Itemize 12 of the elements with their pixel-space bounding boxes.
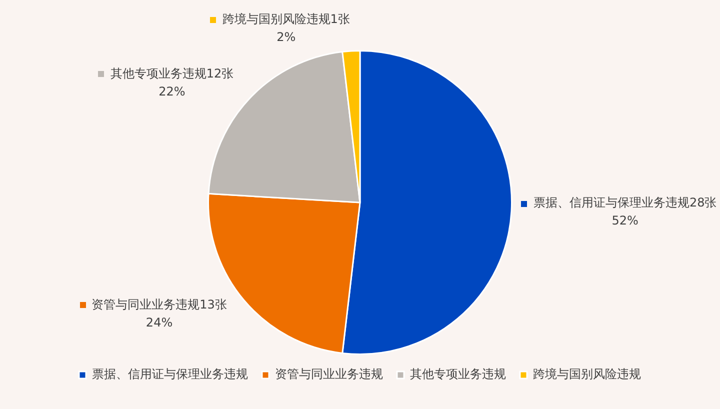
text: 24% [146,315,173,330]
category-label: 其他专项业务违规12张 [110,66,234,80]
legend-label: 其他专项业务违规 [410,367,506,382]
legend-label: 跨境与国别风险违规 [533,367,641,382]
legend-label: 资管与同业业务违规 [275,367,383,382]
text: 22% [158,84,186,98]
category-label: 资管与同业业务违规13张 [92,297,227,312]
category-label: 跨境与国别风险违规1张 [222,12,350,26]
text: 2% [276,30,296,44]
text: 52% [612,214,638,228]
legend-label: 票据、信用证与保理业务违规 [92,367,248,382]
category-label: 票据、信用证与保理业务违规28张 [533,196,717,210]
